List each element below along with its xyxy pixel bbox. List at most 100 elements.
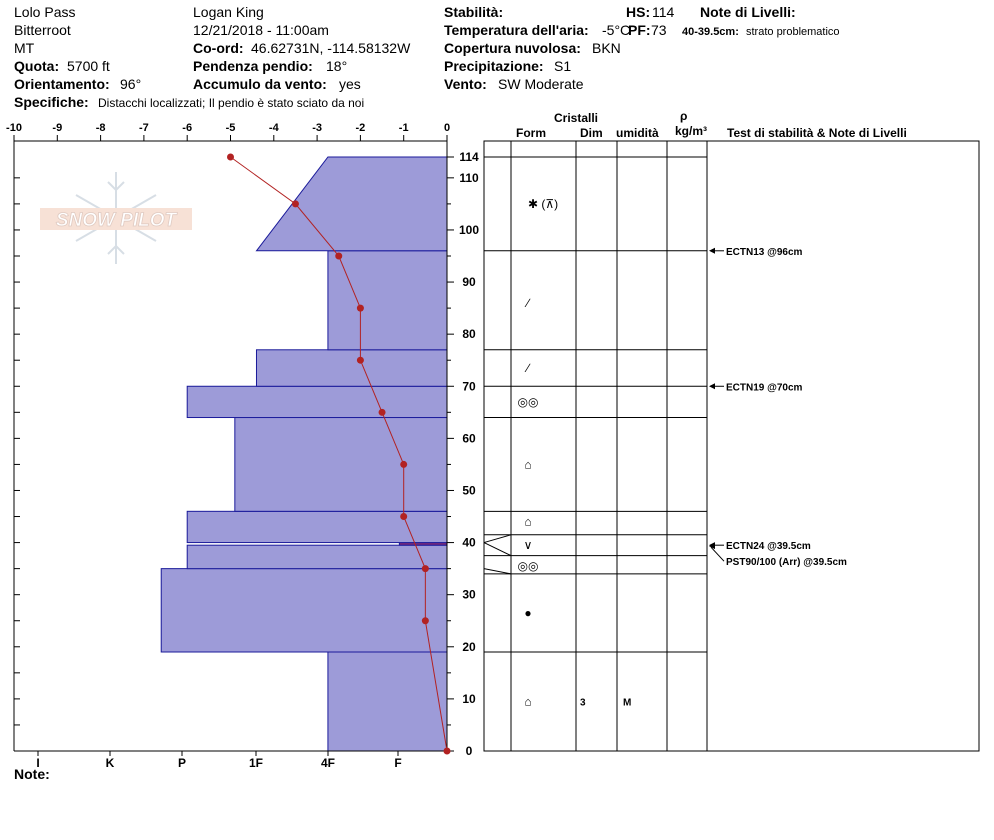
wind-loading-value: yes <box>339 76 361 92</box>
temperature-tick-label: -10 <box>6 122 22 134</box>
temperature-tick-label: 0 <box>444 122 450 134</box>
depth-tick-label: 110 <box>459 171 479 185</box>
depth-tick-label: 10 <box>462 692 476 706</box>
air-temp-value: -5°C <box>602 22 631 38</box>
temperature-point <box>356 304 364 312</box>
hardness-label: 1F <box>249 756 263 770</box>
size-header: Dim <box>580 126 603 140</box>
temperature-point <box>421 617 429 625</box>
depth-tick-label: 70 <box>462 379 476 393</box>
elevation-value: 5700 ft <box>67 58 110 74</box>
layer-connector-line <box>483 534 512 544</box>
crystal-form-symbol: ∕ <box>524 296 531 310</box>
hardness-layer <box>255 156 448 252</box>
hardness-layer <box>234 417 448 512</box>
layer-connector-line <box>483 542 512 557</box>
hardness-layer <box>160 568 448 653</box>
location: Lolo Pass <box>14 4 76 20</box>
temperature-tick-label: -5 <box>226 122 236 134</box>
details-label: Specifiche: <box>14 94 89 110</box>
hardness-layer <box>186 544 448 570</box>
hardness-layer <box>186 385 448 419</box>
tests-header: Test di stabilità & Note di Livelli <box>727 126 907 140</box>
temperature-point <box>400 460 408 468</box>
pf-value: 73 <box>651 22 667 38</box>
crystal-form-symbol: ∨ <box>524 538 533 552</box>
depth-tick-label: 50 <box>462 483 476 497</box>
temperature-point <box>378 408 386 416</box>
grain-size: 3 <box>580 698 586 709</box>
crystal-form-symbol: ∕ <box>524 361 531 375</box>
depth-tick-label: 0 <box>466 744 473 758</box>
depth-tick-label: 20 <box>462 640 476 654</box>
hardness-layer <box>255 349 448 387</box>
stability-test-label: PST90/100 (Arr) @39.5cm <box>726 557 847 568</box>
hardness-label: 4F <box>321 756 335 770</box>
air-temp-label: Temperatura dell'aria: <box>444 22 589 38</box>
depth-tick-label: 30 <box>462 588 476 602</box>
crystal-form-symbol: ⌂ <box>524 515 531 529</box>
temperature-point <box>291 200 299 208</box>
notes-label: Note: <box>14 766 50 782</box>
coord-value: 46.62731N, -114.58132W <box>251 40 411 56</box>
table-frame <box>483 140 980 752</box>
crystal-form-symbol: ✱ (⊼) <box>528 197 558 211</box>
range: Bitterroot <box>14 22 71 38</box>
hardness-label: P <box>178 756 186 770</box>
temperature-tick-label: -1 <box>399 122 409 134</box>
watermark-banner <box>40 208 192 230</box>
datetime: 12/21/2018 - 11:00am <box>193 22 329 38</box>
rho-header: ρ <box>680 109 688 123</box>
temperature-tick-label: -7 <box>139 122 149 134</box>
form-header: Form <box>516 126 546 140</box>
hardness-layer <box>327 250 448 351</box>
wind-loading-label: Accumulo da vento: <box>193 76 327 92</box>
temperature-tick-label: -3 <box>312 122 322 134</box>
temperature-point <box>335 252 343 260</box>
layer-notes-label: Note di Livelli: <box>700 4 796 20</box>
crystals-header: Cristalli <box>554 111 599 125</box>
crystal-form-symbol: ⌂ <box>524 457 531 471</box>
slope-label: Pendenza pendio: <box>193 58 313 74</box>
temperature-tick-label: -9 <box>52 122 62 134</box>
depth-tick-label: 90 <box>462 275 476 289</box>
stability-test-label: ECTN13 @96cm <box>726 247 803 258</box>
depth-tick-label: 114 <box>459 150 479 164</box>
depth-tick-label: 100 <box>459 223 479 237</box>
depth-tick-label: 80 <box>462 327 476 341</box>
crystal-form-symbol: ● <box>524 606 531 620</box>
state: MT <box>14 40 35 56</box>
temperature-tick-label: -4 <box>269 122 280 134</box>
test-arrow-icon <box>709 383 715 390</box>
crystal-form-symbol: ⌂ <box>524 695 531 709</box>
temperature-point <box>227 153 234 161</box>
layer-note-text: strato problematico <box>746 26 840 38</box>
test-arrow-icon <box>709 247 715 254</box>
temperature-tick-label: -6 <box>182 122 192 134</box>
crystal-form-symbol: ◎◎ <box>518 395 539 409</box>
hardness-layer <box>327 651 448 752</box>
watermark-text: SNOW PILOT <box>56 210 178 231</box>
stability-test-label: ECTN24 @39.5cm <box>726 541 811 552</box>
temperature-tick-label: -8 <box>96 122 106 134</box>
layer-note-range: 40-39.5cm: <box>682 26 739 38</box>
hardness-label: F <box>394 756 401 770</box>
temperature-point <box>443 747 451 755</box>
test-pointer-line <box>710 546 725 562</box>
aspect-label: Orientamento: <box>14 76 110 92</box>
temperature-point <box>356 356 364 364</box>
hardness-label: I <box>36 756 39 770</box>
temperature-point <box>421 565 429 573</box>
test-arrow-icon <box>709 543 715 550</box>
coord-label: Co-ord: <box>193 40 244 56</box>
moisture-value: M <box>623 698 631 709</box>
details-value: Distacchi localizzati; Il pendio è stato… <box>98 96 365 110</box>
wind-value: SW Moderate <box>498 76 584 92</box>
elevation-label: Quota: <box>14 58 60 74</box>
sky-value: BKN <box>592 40 621 56</box>
temperature-tick-label: -2 <box>356 122 366 134</box>
moisture-header: umidità <box>616 126 659 140</box>
depth-tick-label: 60 <box>462 431 476 445</box>
stability-test-label: ECTN19 @70cm <box>726 382 803 393</box>
